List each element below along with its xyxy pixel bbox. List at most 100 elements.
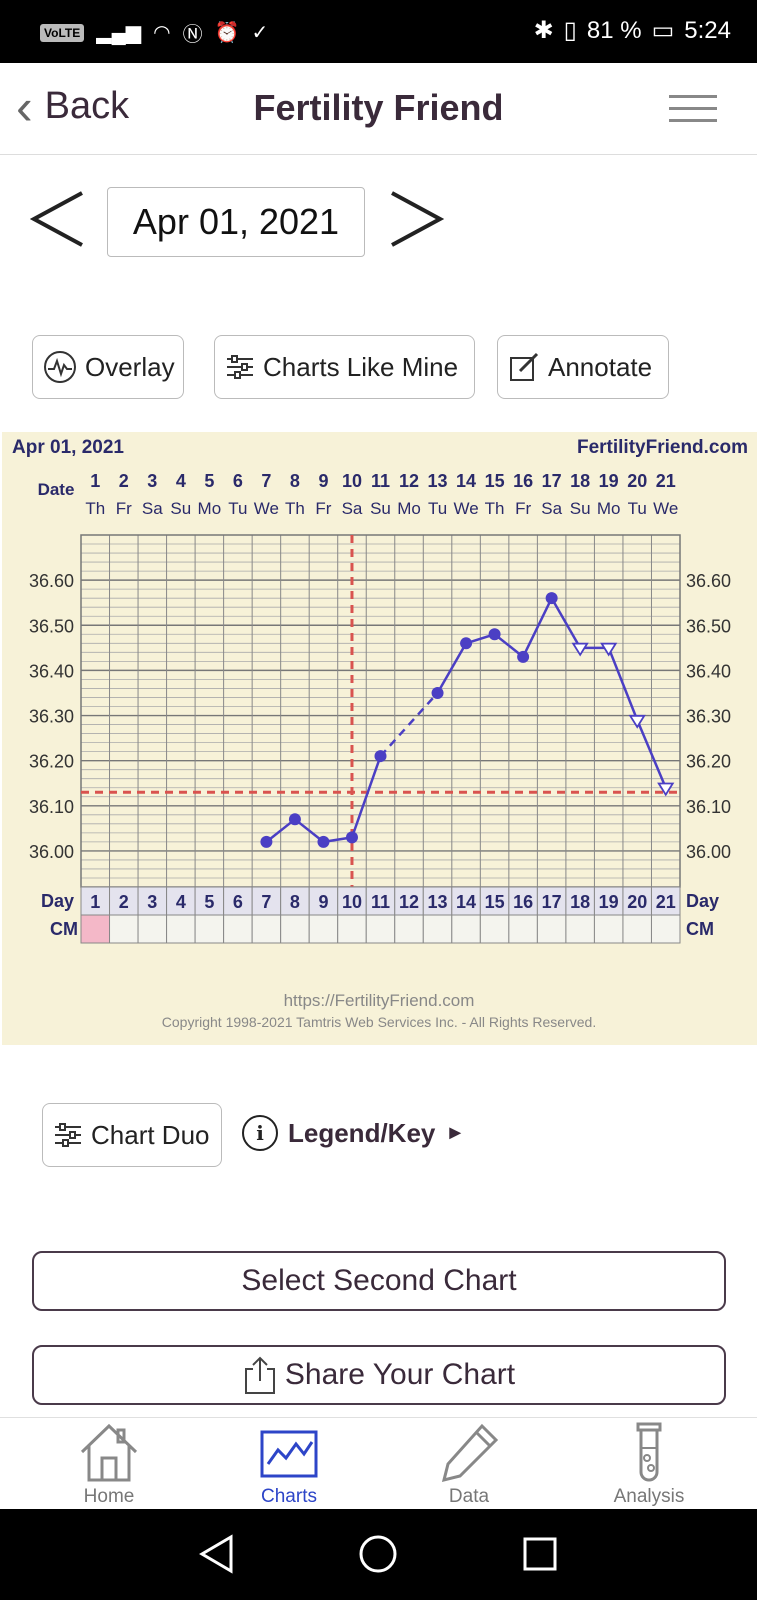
temperature-point: [374, 750, 387, 763]
edit-icon: [510, 352, 539, 381]
cm-cell: [166, 914, 196, 944]
nav-back-icon[interactable]: [199, 1534, 233, 1574]
day-number-label: 20: [627, 471, 647, 491]
temperature-line-segment: [493, 633, 524, 658]
cm-cell: [337, 914, 367, 944]
day-cell: [650, 886, 681, 916]
charts-like-mine-label: Charts Like Mine: [263, 351, 459, 382]
temperature-line-segment: [294, 818, 325, 843]
temperature-point: [288, 813, 301, 826]
prev-date-button[interactable]: [30, 189, 86, 249]
temperature-line-segment: [550, 597, 582, 649]
day-number-label: 18: [570, 471, 590, 491]
nav-recents-icon[interactable]: [523, 1537, 557, 1571]
tab-data-label: Data: [448, 1486, 490, 1507]
weekday-label: Tu: [428, 499, 447, 518]
temperature-chart[interactable]: Apr 01, 2021 FertilityFriend.com Date 1 Th 2 F…: [2, 432, 757, 1045]
weekday-label: Fr: [116, 499, 132, 518]
cm-cell: [109, 914, 139, 944]
weekday-label: Mo: [198, 499, 222, 518]
alarm-icon: ⏰: [214, 22, 240, 44]
tab-analysis[interactable]: Analysis: [579, 1422, 719, 1508]
day-cell-number: 9: [318, 892, 328, 912]
weekday-label: Mo: [397, 499, 421, 518]
y-tick-left: 36.20: [29, 752, 74, 772]
charts-like-mine-button[interactable]: Charts Like Mine: [214, 335, 475, 399]
tab-home[interactable]: Home: [39, 1422, 179, 1508]
temperature-point: [345, 831, 358, 844]
share-chart-button[interactable]: Share Your Chart: [32, 1345, 726, 1405]
temperature-line-segment: [350, 755, 382, 838]
day-cell: [251, 886, 282, 916]
back-button[interactable]: ‹ Back: [16, 82, 129, 132]
tab-charts[interactable]: Charts: [219, 1422, 359, 1508]
chart-actions: Overlay Charts Like Mine Annotate: [0, 335, 757, 399]
weekday-label: Fr: [515, 499, 531, 518]
day-number-label: 16: [513, 471, 533, 491]
day-cell-number: 16: [513, 892, 533, 912]
day-number-label: 11: [371, 471, 390, 491]
day-number-label: 6: [233, 471, 243, 491]
y-tick-left: 36.60: [29, 571, 74, 591]
day-cell-number: 11: [371, 892, 390, 912]
cm-cell: [593, 914, 624, 944]
menu-icon[interactable]: [669, 95, 717, 131]
cm-cell: [536, 914, 567, 944]
y-tick-left: 36.50: [29, 616, 74, 636]
battery-icon: ▭: [651, 17, 675, 44]
y-tick-left: 36.30: [29, 707, 74, 727]
temperature-point-open: [600, 642, 618, 657]
nfc-icon: Ⓝ: [182, 24, 203, 46]
day-row-label-left: Day: [41, 891, 74, 911]
cm-cell: [223, 914, 253, 944]
chart-extras: Chart Duo i Legend/Key ►: [0, 1103, 757, 1167]
cm-cell: [137, 914, 168, 944]
y-tick-right: 36.00: [686, 842, 731, 862]
temperature-line-segment: [265, 818, 296, 843]
next-date-button[interactable]: [388, 189, 444, 249]
day-cell-number: 6: [233, 892, 243, 912]
day-cell-number: 20: [627, 892, 647, 912]
cm-cell: [650, 914, 681, 944]
day-cell-number: 12: [399, 892, 419, 912]
test-tube-icon: [636, 1422, 662, 1482]
temperature-point: [431, 686, 444, 699]
info-icon: i: [242, 1115, 278, 1151]
nav-home-icon[interactable]: [359, 1535, 397, 1573]
legend-key-link[interactable]: i Legend/Key ►: [242, 1115, 465, 1151]
weekday-label: Tu: [628, 499, 647, 518]
tab-data[interactable]: Data: [399, 1422, 539, 1508]
overlay-button[interactable]: Overlay: [32, 335, 184, 399]
y-tick-right: 36.60: [686, 571, 731, 591]
weekday-label: We: [453, 499, 478, 518]
cm-cell: [622, 914, 652, 944]
select-second-chart-button[interactable]: Select Second Chart: [32, 1251, 726, 1311]
overlay-label: Overlay: [85, 351, 175, 382]
day-cell-number: 3: [147, 892, 157, 912]
day-cell: [109, 886, 139, 916]
temperature-point: [517, 650, 530, 663]
day-cell-number: 15: [485, 892, 505, 912]
check-icon: ✓: [251, 22, 269, 44]
day-number-label: 10: [342, 471, 362, 491]
weekday-label: Tu: [228, 499, 247, 518]
date-field[interactable]: Apr 01, 2021: [107, 187, 365, 257]
annotate-button[interactable]: Annotate: [497, 335, 669, 399]
day-cell-number: 14: [456, 892, 476, 912]
temperature-point-open: [657, 782, 675, 797]
volte-badge: VoLTE: [40, 23, 85, 42]
status-bar: VoLTE ▂▄▆ ◠ Ⓝ ⏰ ✓ ✱ ▯ 81 % ▭ 5:24: [0, 0, 757, 63]
cm-cell: [194, 914, 225, 944]
temperature-line-segment: [436, 642, 468, 694]
system-navigation-bar: [0, 1509, 757, 1600]
overlay-icon: [44, 351, 76, 383]
sliders-icon: [227, 355, 253, 379]
day-cell: [365, 886, 396, 916]
weekday-label: Su: [370, 499, 391, 518]
clock: 5:24: [684, 16, 731, 44]
chart-duo-button[interactable]: Chart Duo: [42, 1103, 222, 1167]
day-cell-number: 21: [656, 892, 676, 912]
day-cell: [223, 886, 253, 916]
bbt-chart-svg: Apr 01, 2021 FertilityFriend.com Date 1 Th 2 F…: [12, 437, 748, 1030]
day-cell-number: 17: [542, 892, 562, 912]
